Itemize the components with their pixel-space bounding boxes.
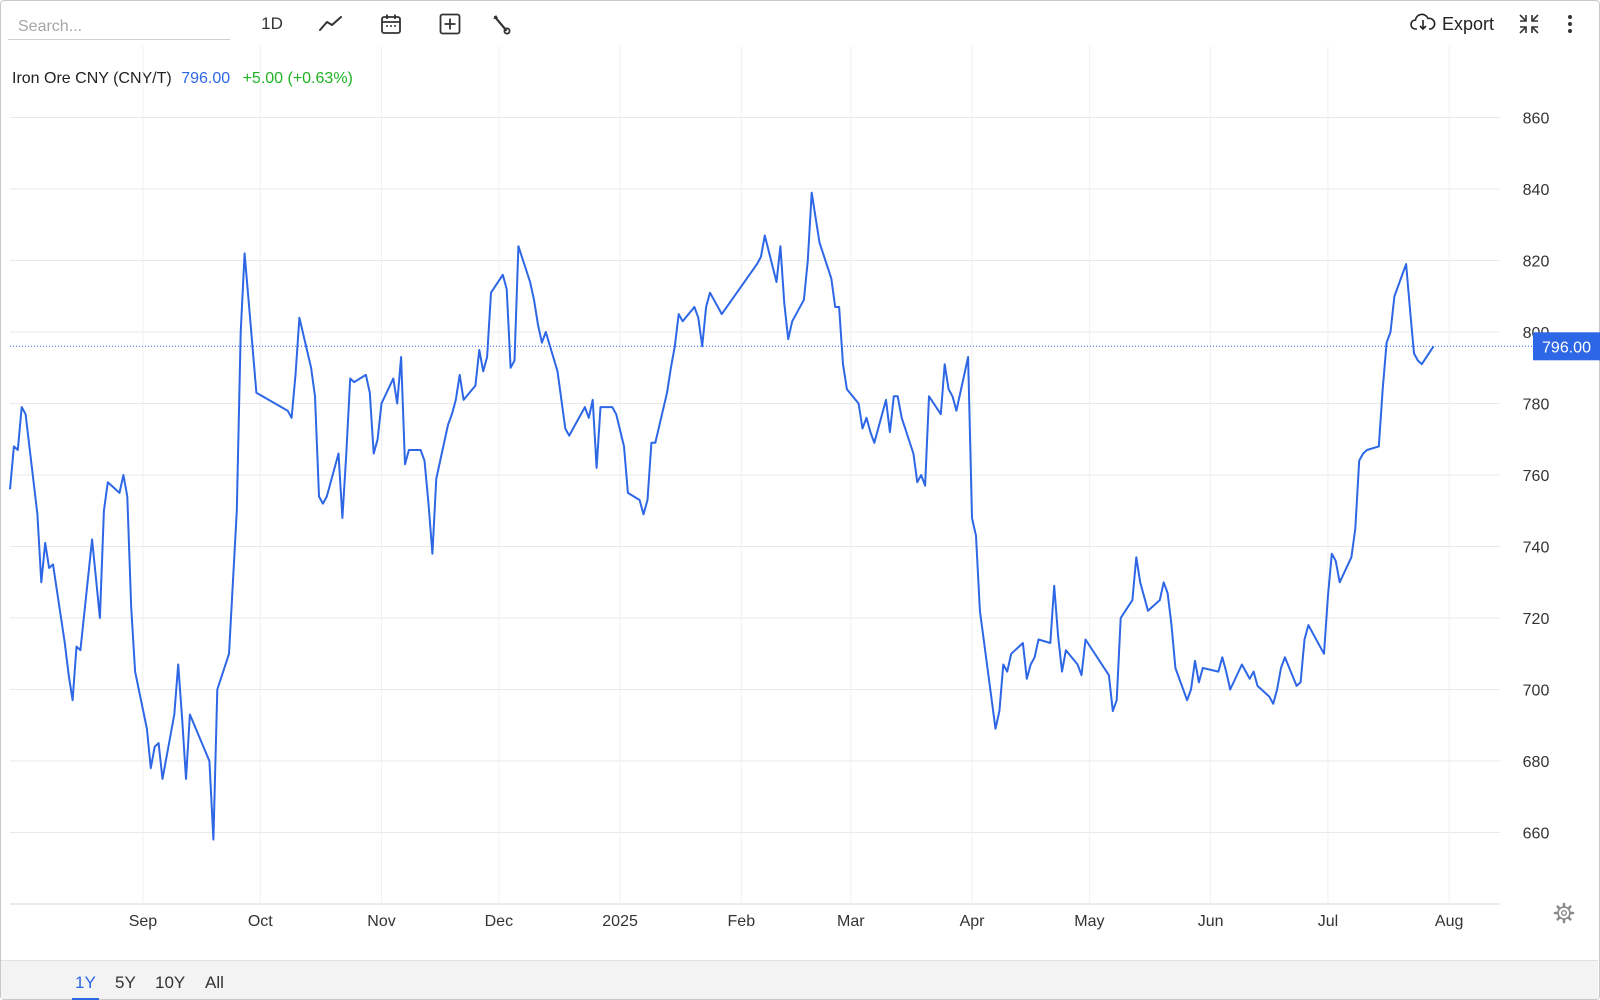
x-tick-label: Nov (367, 913, 395, 930)
x-tick-label: Aug (1435, 913, 1463, 930)
price-chart[interactable]: 660680700720740760780800820840860 SepOct… (0, 46, 1600, 958)
x-tick-label: Mar (837, 913, 865, 930)
plus-box-icon[interactable] (437, 10, 463, 38)
x-tick-label: Dec (485, 913, 513, 930)
y-tick-label: 840 (1523, 182, 1550, 199)
line-chart-icon[interactable] (316, 10, 346, 38)
y-tick-label: 700 (1523, 683, 1550, 700)
export-button[interactable]: Export (1410, 10, 1494, 38)
y-tick-label: 740 (1523, 540, 1550, 557)
instrument-name: Iron Ore CNY (CNY/T) (12, 70, 172, 87)
x-tick-label: Jun (1198, 913, 1224, 930)
interval-button[interactable]: 1D (261, 14, 283, 33)
x-tick-label: Apr (960, 913, 986, 930)
y-tick-label: 780 (1523, 397, 1550, 414)
y-tick-label: 760 (1523, 468, 1550, 485)
x-tick-label: Oct (248, 913, 273, 930)
search-input[interactable] (8, 14, 230, 40)
toolbar: 1D (0, 0, 1600, 46)
x-tick-label: Jul (1318, 913, 1338, 930)
last-price-tag-label: 796.00 (1542, 339, 1591, 356)
cloud-download-icon (1410, 12, 1436, 37)
y-tick-label: 720 (1523, 611, 1550, 628)
price-legend: Iron Ore CNY (CNY/T) 796.00 +5.00 (+0.63… (12, 70, 353, 88)
x-tick-label: Feb (728, 913, 756, 930)
range-5y[interactable]: 5Y (115, 973, 136, 992)
x-tick-label: 2025 (602, 913, 638, 930)
gear-icon[interactable] (1553, 902, 1575, 924)
range-bar: 1Y 5Y 10Y All (1, 960, 1598, 1000)
price-change: +5.00 (+0.63%) (242, 70, 353, 87)
y-tick-label: 680 (1523, 754, 1550, 771)
collapse-icon[interactable] (1515, 10, 1543, 38)
range-1y[interactable]: 1Y (72, 973, 99, 1000)
range-10y[interactable]: 10Y (155, 973, 186, 992)
last-price-tag: 796.00 (1533, 332, 1600, 361)
y-tick-label: 660 (1523, 826, 1550, 843)
series-line (9, 191, 1435, 841)
wrench-icon[interactable] (488, 10, 514, 38)
x-tick-label: Sep (129, 913, 158, 930)
x-tick-label: May (1074, 913, 1104, 930)
export-label: Export (1442, 13, 1495, 34)
last-price: 796.00 (181, 70, 231, 87)
calendar-icon[interactable] (378, 10, 404, 38)
more-vertical-icon[interactable] (1560, 10, 1580, 38)
y-tick-label: 860 (1523, 111, 1550, 128)
y-tick-label: 820 (1523, 254, 1550, 271)
range-all[interactable]: All (205, 973, 224, 992)
